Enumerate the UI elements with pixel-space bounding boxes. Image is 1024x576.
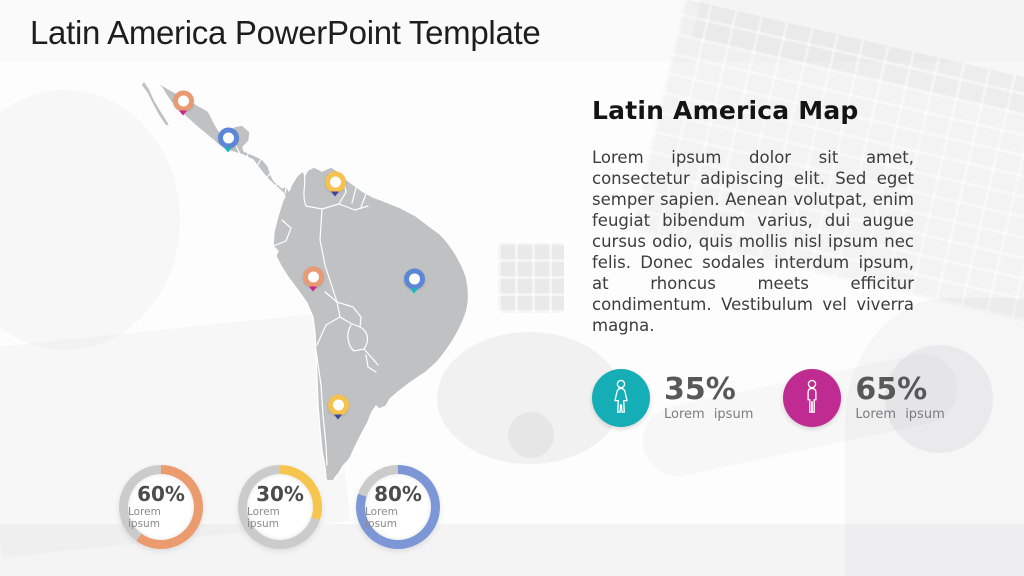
map-pin-mexico — [172, 90, 194, 116]
pin-tip — [309, 286, 317, 292]
donut-inner: 80% Lorem ipsum — [365, 474, 431, 540]
male-icon — [807, 379, 817, 413]
donut-value: 80% — [374, 482, 422, 506]
female-stat-circle — [592, 369, 650, 427]
female-stat-value: 35% — [664, 371, 736, 407]
male-stat-value: 65% — [855, 371, 928, 407]
male-stat-circle — [783, 369, 842, 427]
male-stat-texts: 65% Lorem ipsum — [855, 371, 945, 422]
map-pin-southern-mexico — [217, 127, 239, 153]
female-stat-label: Lorem ipsum — [664, 406, 754, 422]
pin-tip — [179, 110, 187, 116]
donut-chart-60: 60% Lorem ipsum — [119, 465, 203, 549]
pin-ring — [217, 127, 239, 149]
donut-inner: 30% Lorem ipsum — [247, 474, 313, 540]
pin-tip — [224, 147, 232, 153]
pin-ring — [172, 90, 194, 112]
female-stat-texts: 35% Lorem ipsum — [664, 371, 754, 422]
latin-america-map — [110, 55, 530, 480]
donut-label: Lorem ipsum — [365, 506, 398, 530]
donut-label: Lorem ipsum — [128, 506, 161, 530]
pin-tip — [410, 288, 418, 294]
panel-body-text: Lorem ipsum dolor sit amet, consectetur … — [592, 148, 914, 335]
slide-title: Latin America PowerPoint Template — [30, 14, 541, 51]
donut-chart-80: 80% Lorem ipsum — [356, 465, 440, 549]
map-pin-brazil — [403, 268, 425, 294]
gender-stat-male: 65% Lorem ipsum — [783, 369, 945, 427]
panel-heading: Latin America Map — [592, 96, 859, 125]
male-stat-label: Lorem ipsum — [855, 406, 945, 422]
pin-tip — [331, 191, 339, 197]
donut-inner: 60% Lorem ipsum — [128, 474, 194, 540]
donut-value: 30% — [256, 482, 304, 506]
map-pin-peru — [302, 266, 324, 292]
map-pin-argentina — [327, 394, 349, 420]
gender-stats-row: 35% Lorem ipsum 65% Lorem ipsum — [592, 369, 945, 427]
pin-ring — [302, 266, 324, 288]
female-icon — [614, 379, 628, 413]
bg-person-shape — [845, 298, 1024, 576]
gender-stat-female: 35% Lorem ipsum — [592, 369, 753, 427]
donut-value: 60% — [137, 482, 185, 506]
map-pin-venezuela — [324, 171, 346, 197]
pin-ring — [324, 171, 346, 193]
text-panel: Latin America Map Lorem ipsum dolor sit … — [592, 96, 914, 336]
donut-chart-30: 30% Lorem ipsum — [238, 465, 322, 549]
pin-ring — [327, 394, 349, 416]
map-baja-california — [140, 80, 171, 128]
pin-ring — [403, 268, 425, 290]
pin-tip — [334, 414, 342, 420]
donut-label: Lorem ipsum — [247, 506, 280, 530]
